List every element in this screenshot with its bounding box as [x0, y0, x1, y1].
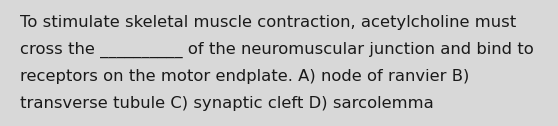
- Text: transverse tubule C) synaptic cleft D) sarcolemma: transverse tubule C) synaptic cleft D) s…: [20, 96, 433, 111]
- Text: To stimulate skeletal muscle contraction, acetylcholine must: To stimulate skeletal muscle contraction…: [20, 15, 516, 30]
- Text: cross the __________ of the neuromuscular junction and bind to: cross the __________ of the neuromuscula…: [20, 42, 533, 58]
- Text: receptors on the motor endplate. A) node of ranvier B): receptors on the motor endplate. A) node…: [20, 69, 469, 84]
